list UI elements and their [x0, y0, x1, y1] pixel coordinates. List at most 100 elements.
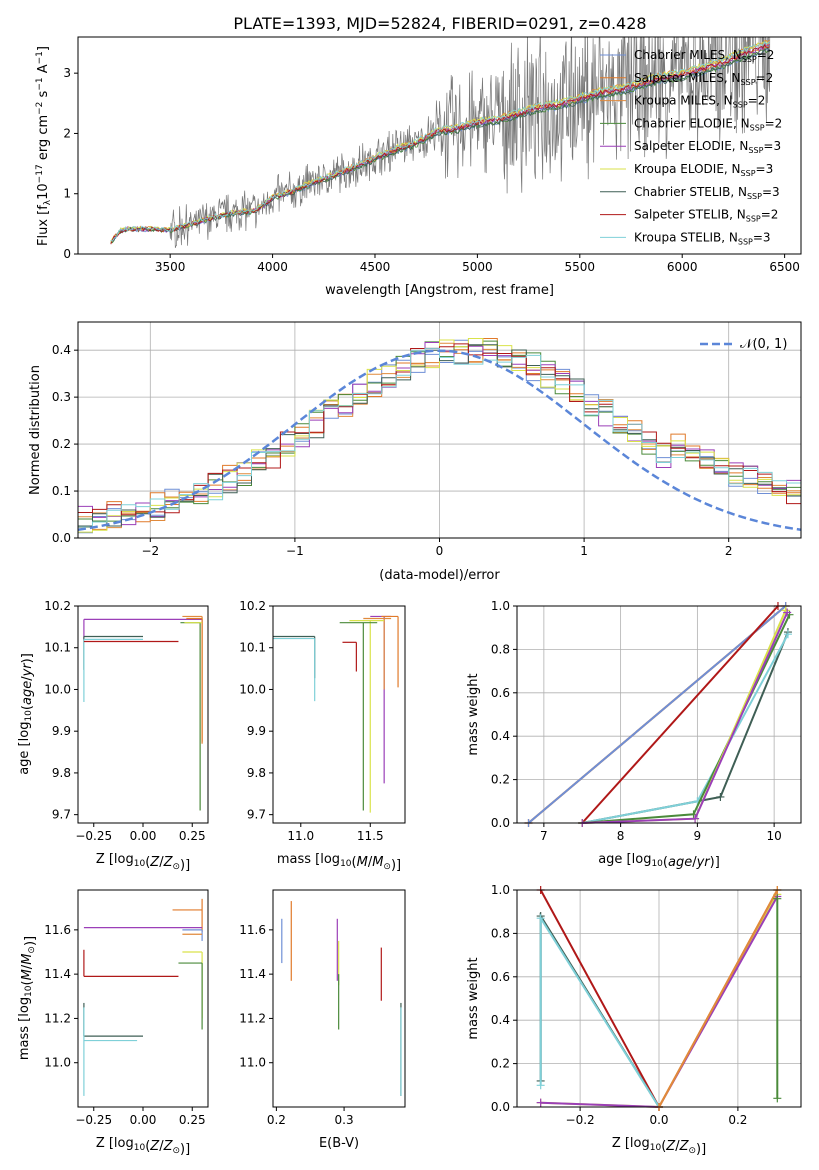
label-part: Z [log [96, 1136, 134, 1151]
label-part: M [357, 855, 368, 870]
tick-label-x: 0.00 [130, 829, 157, 843]
label-part: mass [log [277, 852, 340, 867]
legend-entry: Salpeter MILES, NSSP=2 [634, 71, 773, 87]
tick-label-y: 9.9 [52, 724, 71, 738]
age-vs-mass-x-label: mass [log10(M/M⊙)] [277, 852, 401, 873]
residuals-x-label: (data-model)/error [379, 568, 500, 583]
spectrum-model-line [110, 48, 770, 244]
weight-series-line [582, 614, 791, 824]
tick-label-x: 0 [436, 544, 444, 558]
label-part: Salpeter ELODIE, N [634, 139, 748, 153]
legend-entry: Chabrier ELODIE, NSSP=2 [634, 116, 782, 132]
label-part: Z [log [612, 1136, 650, 1151]
histogram-step [78, 338, 801, 533]
label-part: )] [710, 855, 720, 870]
tick-label-x: 5500 [565, 260, 596, 274]
tick-label-x: 0.00 [130, 1113, 157, 1127]
age-vs-mass-axes [272, 605, 406, 824]
weight-vs-age-y-label: mass weight [466, 673, 481, 755]
age-vs-Z-x-label: Z [log10(Z/Z⊙)] [96, 852, 190, 873]
label-part: Kroupa MILES, N [634, 94, 733, 108]
label-part: )] [180, 858, 190, 873]
label-part: =2 [765, 116, 783, 130]
label-part: Z [163, 855, 174, 870]
label-part: age [log [17, 722, 32, 775]
label-part: SSP [733, 101, 748, 110]
tick-label-y: 9.9 [247, 724, 266, 738]
mass-vs-Z-axes [77, 889, 209, 1108]
label-part: mass [log [17, 997, 32, 1060]
label-part: SSP [748, 146, 763, 155]
label-part: SSP [741, 78, 756, 87]
label-part: age [668, 855, 692, 870]
tick-label-y: 0 [63, 247, 71, 261]
tick-label-y: 0.2 [491, 1057, 510, 1071]
label-part: Z [163, 1139, 174, 1154]
weight-vs-age-axes [516, 605, 802, 824]
tick-label-y: 1 [63, 187, 71, 201]
age-vs-mass-panel: 11.0 11.5 9.7 9.8 9.9 10.0 10.1 10.2 mass [log10… [239, 599, 406, 873]
label-part: A [36, 64, 51, 77]
label-part: λ [43, 199, 53, 205]
label-part: )] [696, 1142, 706, 1157]
tick-label-x: 8 [617, 829, 625, 843]
label-part: erg cm [36, 115, 51, 164]
label-part: / [20, 676, 35, 681]
mass-vs-ebv-x-label: E(B-V) [319, 1136, 359, 1151]
tick-label-y: 10.2 [44, 599, 71, 613]
label-part: Z [149, 1139, 160, 1154]
spectrum-x-label: wavelength [Angstrom, rest frame] [325, 283, 554, 298]
weight-series-line [539, 889, 660, 1108]
tick-label-x: 1 [580, 544, 588, 558]
tick-label-x: 0.25 [179, 829, 206, 843]
tick-label-y: 11.6 [44, 923, 71, 937]
weight-vs-Z-y-label: mass weight [466, 957, 481, 1039]
weight-series-line [582, 631, 789, 824]
tick-label-x: 7 [540, 829, 548, 843]
label-part: =3 [753, 230, 771, 244]
spectrum-model-line [110, 41, 770, 242]
tick-label-y: 0.6 [491, 970, 510, 984]
residuals-axes [77, 321, 802, 539]
weight-marker [536, 914, 545, 923]
label-part: Chabrier ELODIE, N [634, 116, 750, 130]
label-part: =3 [763, 139, 781, 153]
label-part: =2 [756, 71, 774, 85]
label-part: / [159, 855, 164, 870]
tick-label-y: 1.0 [491, 883, 510, 897]
tick-label-y: 3 [63, 66, 71, 80]
tick-label-y: 0.4 [491, 1013, 510, 1027]
label-part: 10 [24, 985, 34, 997]
spectrum-axes [77, 36, 802, 255]
spectrum-data-line [110, 37, 771, 249]
label-part: 10 [36, 183, 51, 200]
label-part: SSP [741, 169, 756, 178]
mass-vs-Z-x-label: Z [log10(Z/Z⊙)] [96, 1136, 190, 1157]
tick-label-y: 0.8 [491, 926, 510, 940]
label-part: 10 [340, 859, 352, 869]
tick-label-x: −1 [286, 544, 304, 558]
label-part: yr [696, 855, 712, 870]
tick-label-x: 0.0 [649, 1113, 668, 1127]
label-part: ⊙ [172, 862, 180, 872]
label-part: ( [352, 855, 357, 870]
label-part: −1 [35, 51, 45, 64]
label-part: −1 [35, 77, 45, 90]
spectrum-model-line [110, 43, 770, 245]
tick-label-y: 10.1 [239, 641, 266, 655]
tick-label-y: 1.0 [491, 599, 510, 613]
tick-label-x: 6000 [667, 260, 698, 274]
tick-label-y: 11.2 [239, 1011, 266, 1025]
label-part: Flux [f [36, 205, 51, 246]
tick-label-y: 0.4 [52, 343, 71, 357]
mass-vs-ebv-axes [272, 889, 406, 1108]
tick-label-x: 4500 [360, 260, 391, 274]
label-part: 10 [650, 1143, 662, 1153]
label-part: ( [145, 1139, 150, 1154]
tick-label-y: 11.4 [239, 967, 266, 981]
label-part: )] [20, 653, 35, 663]
tick-label-y: 9.8 [52, 766, 71, 780]
label-part: SSP [738, 237, 753, 246]
age-vs-Z-panel: −0.25 0.00 0.25 9.7 9.8 9.9 10.0 10.1 10.2 Z [log… [17, 599, 209, 873]
tick-label-x: −0.2 [566, 1113, 595, 1127]
